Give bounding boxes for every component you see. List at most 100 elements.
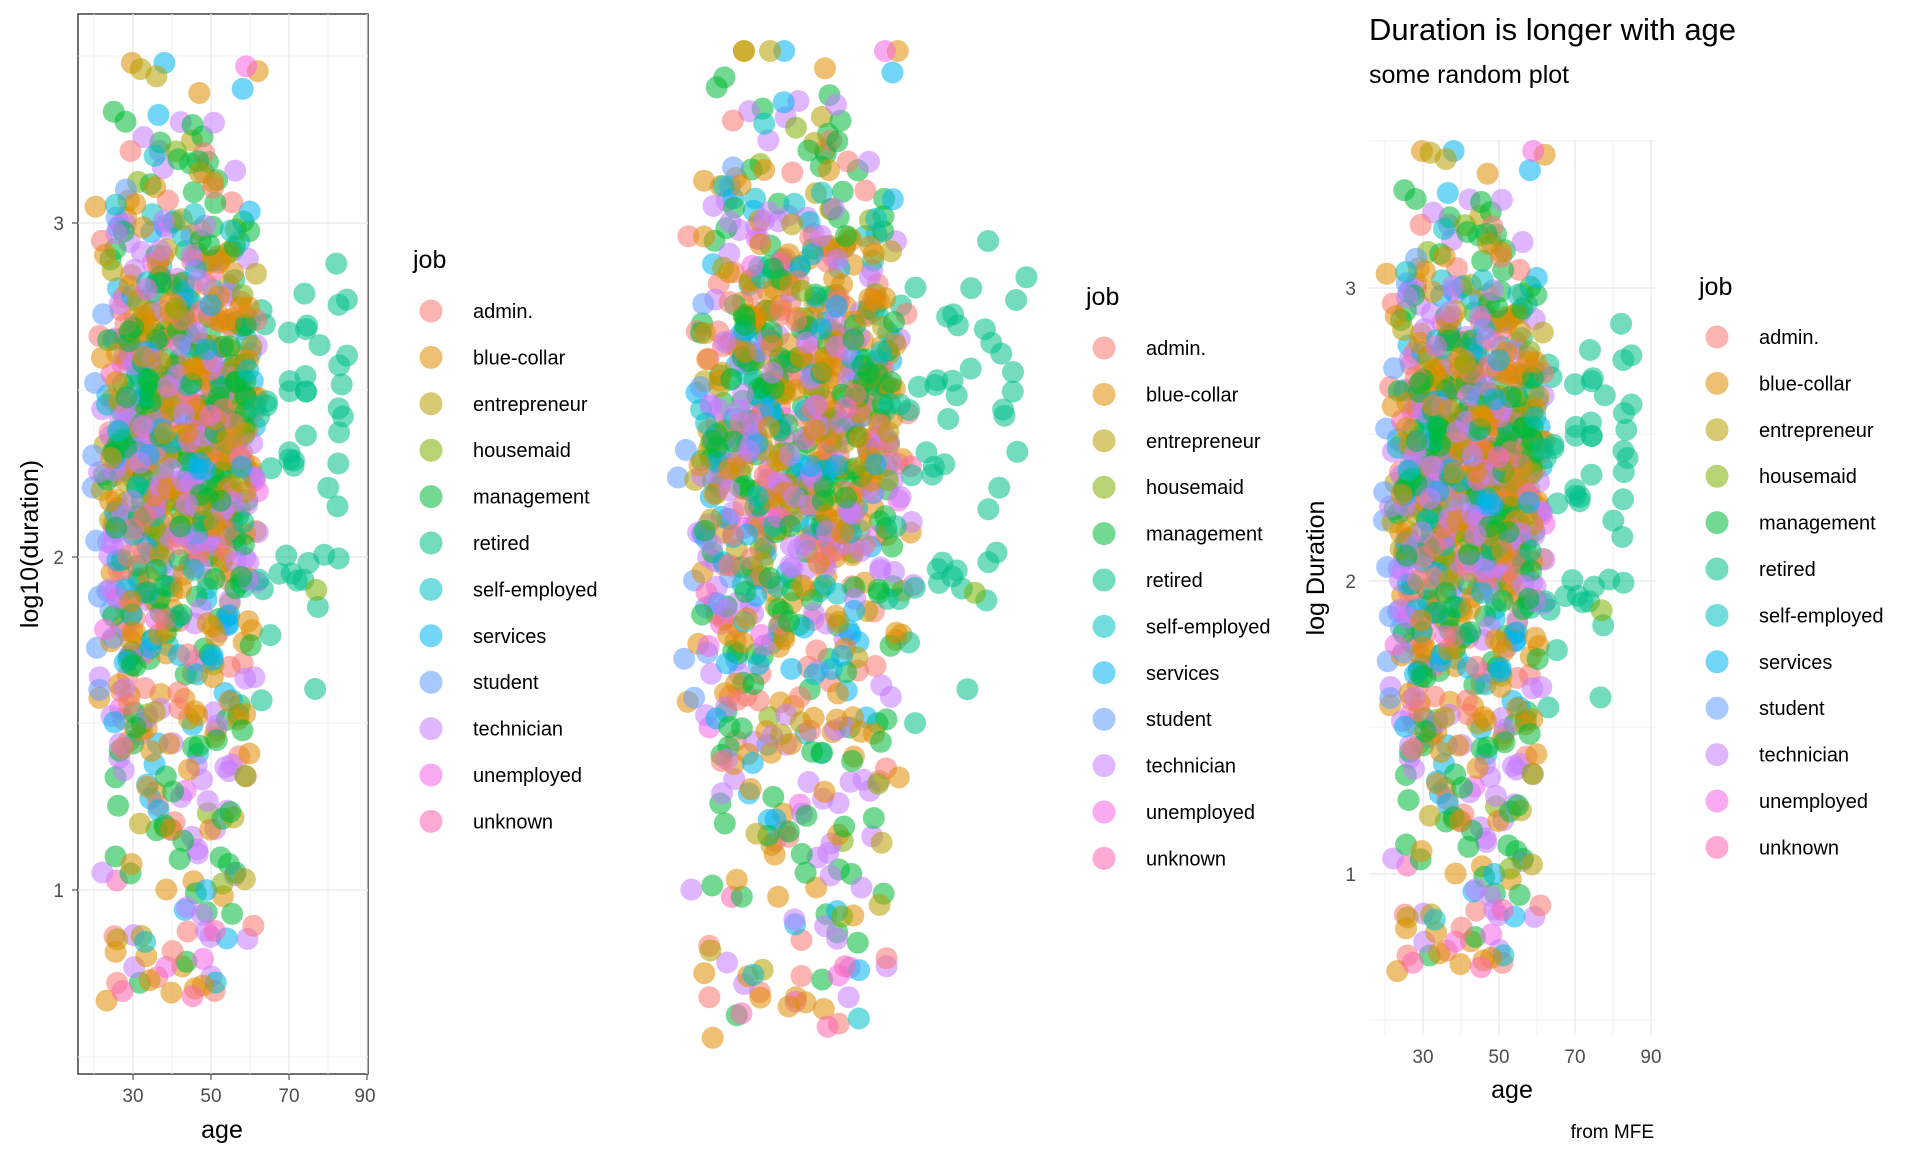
data-point-management <box>1471 249 1494 272</box>
data-point-services <box>147 103 170 126</box>
data-point-management <box>137 368 160 391</box>
legend-label: entrepreneur <box>1759 420 1874 442</box>
data-point-blue-collar <box>203 511 226 534</box>
data-point-technician <box>700 662 723 685</box>
data-point-retired <box>904 276 927 299</box>
data-point-technician <box>1469 305 1491 328</box>
legend-key-blue-collar <box>419 345 443 369</box>
data-point-technician <box>857 150 880 173</box>
data-point-blue-collar <box>1472 706 1495 728</box>
legend-label: technician <box>473 719 563 741</box>
data-point-technician <box>175 492 198 515</box>
data-point-management <box>168 848 191 870</box>
data-point-entrepreneur <box>699 939 722 962</box>
data-point-blue-collar <box>688 454 711 476</box>
data-point-retired <box>232 511 255 534</box>
data-point-unemployed <box>135 278 158 301</box>
data-point-blue-collar <box>124 193 147 215</box>
panel-1-border <box>77 13 369 1075</box>
data-point-management <box>167 148 190 171</box>
data-point-entrepreneur <box>732 40 755 62</box>
data-point-technician <box>1476 326 1498 349</box>
panel-3-x-tick-label: 30 <box>1412 1047 1433 1068</box>
panel-1-x-axis-label: age <box>201 1116 243 1144</box>
data-point-blue-collar <box>140 740 163 762</box>
data-point-blue-collar <box>1442 461 1465 484</box>
data-point-technician <box>849 539 872 562</box>
data-point-blue-collar <box>1389 521 1412 544</box>
data-point-entrepreneur <box>1433 706 1456 729</box>
data-point-retired <box>926 558 949 581</box>
data-point-retired <box>1612 571 1635 594</box>
data-point-technician <box>842 502 865 525</box>
data-point-retired <box>1620 344 1643 367</box>
data-point-management <box>1444 763 1466 786</box>
data-point-retired <box>1015 266 1038 289</box>
data-point-blue-collar <box>1449 809 1472 832</box>
data-point-technician <box>819 864 842 887</box>
data-point-blue-collar <box>1421 280 1444 303</box>
data-point-self-employed <box>104 193 127 216</box>
data-point-technician <box>169 333 191 356</box>
panel-1: 30 50 70 90 3 2 1 age log10(duration) jo… <box>16 13 598 1144</box>
data-point-management <box>124 716 147 739</box>
data-point-self-employed <box>865 207 888 230</box>
data-point-retired <box>282 454 305 477</box>
data-point-management <box>170 603 193 626</box>
data-point-management <box>1508 883 1531 906</box>
legend-label: blue-collar <box>1759 373 1852 395</box>
data-point-admin <box>119 140 142 162</box>
data-point-blue-collar <box>1410 840 1433 863</box>
data-point-housemaid <box>964 581 986 604</box>
data-point-technician <box>761 361 784 384</box>
data-point-technician <box>1457 384 1480 407</box>
data-point-services <box>1487 349 1510 372</box>
data-point-blue-collar <box>826 682 849 705</box>
data-point-technician <box>718 479 741 502</box>
data-point-entrepreneur <box>1531 321 1554 344</box>
data-point-admin <box>747 689 770 712</box>
data-point-student <box>88 678 111 701</box>
data-point-retired <box>990 342 1013 365</box>
panel-1-y-tick-label: 3 <box>53 214 64 235</box>
data-point-self-employed <box>1395 260 1418 283</box>
data-point-housemaid <box>1521 762 1544 785</box>
data-point-housemaid <box>831 905 854 928</box>
data-point-admin <box>781 161 804 184</box>
data-point-management <box>831 180 854 203</box>
data-point-management <box>862 807 885 829</box>
data-point-blue-collar <box>131 216 154 239</box>
data-point-retired <box>1002 361 1024 384</box>
data-point-admin <box>1450 916 1473 939</box>
panel-3-y-tick-label: 3 <box>1345 279 1356 300</box>
data-point-management <box>231 719 254 742</box>
data-point-unemployed <box>235 55 258 78</box>
data-point-admin <box>788 686 811 708</box>
data-point-retired <box>278 321 300 344</box>
data-point-management <box>1426 414 1449 437</box>
data-point-services <box>715 652 738 675</box>
legend-label: student <box>473 672 539 694</box>
data-point-self-employed <box>1433 218 1455 240</box>
data-point-entrepreneur <box>745 822 768 845</box>
data-point-retired <box>308 334 331 357</box>
legend-key-services <box>1705 650 1729 674</box>
data-point-unemployed <box>199 404 222 427</box>
data-point-admin <box>785 309 808 332</box>
panel-3: Duration is longer with age some random … <box>1302 12 1884 1143</box>
data-point-management <box>797 139 820 162</box>
data-point-management <box>833 815 856 838</box>
data-point-retired <box>904 712 927 735</box>
data-point-blue-collar <box>831 522 854 545</box>
legend-key-retired <box>1705 557 1729 581</box>
data-point-admin <box>1465 655 1488 678</box>
legend-label: self-employed <box>1146 616 1271 638</box>
data-point-technician <box>131 414 154 437</box>
data-point-retired <box>293 282 316 305</box>
data-point-student <box>1379 687 1402 709</box>
data-point-management <box>701 874 724 897</box>
data-point-management <box>826 130 849 153</box>
data-point-management <box>835 486 857 509</box>
data-point-management <box>219 801 242 823</box>
data-point-student <box>666 466 689 489</box>
